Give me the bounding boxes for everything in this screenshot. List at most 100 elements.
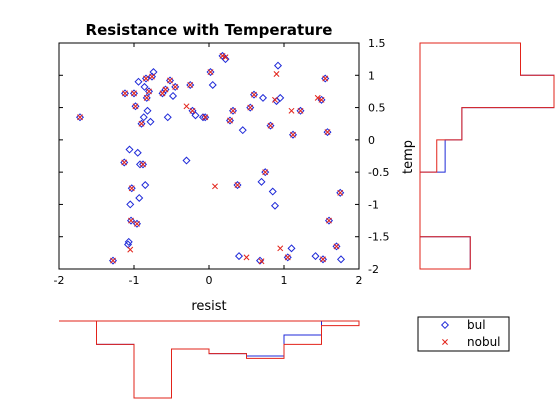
point-nobul [324, 129, 331, 136]
point-bul [133, 148, 142, 157]
point-bul [126, 200, 135, 209]
point-bul [323, 128, 332, 137]
point-bul [120, 89, 130, 98]
point-bul [317, 95, 326, 104]
point-bul [233, 181, 242, 190]
y-tick-label: 1.5 [368, 37, 386, 50]
point-bul [135, 193, 144, 202]
point-bul [129, 89, 139, 98]
point-bul [143, 106, 152, 115]
point-bul [126, 216, 136, 225]
point-bul [168, 91, 178, 100]
point-nobul [172, 83, 179, 90]
legend-diamond [440, 320, 450, 330]
point-bul [273, 61, 283, 70]
point-nobul [121, 159, 128, 166]
x-axis-label: resist [191, 299, 226, 314]
point-bul [249, 90, 259, 99]
point-nobul [318, 96, 325, 103]
point-bul [318, 255, 328, 264]
point-bul [131, 102, 140, 111]
point-bul [188, 106, 197, 115]
point-nobul [243, 254, 250, 261]
point-nobul [227, 117, 233, 124]
point-bul [141, 181, 150, 190]
point-nobul [262, 169, 269, 176]
point-bul [144, 87, 154, 96]
point-bul [124, 237, 133, 246]
point-nobul [258, 258, 265, 265]
point-nobul [284, 254, 291, 261]
point-bul [228, 106, 238, 115]
point-nobul [322, 75, 329, 82]
main-plot-area [58, 42, 360, 270]
legend-box [417, 316, 510, 352]
legend-cross [442, 339, 448, 345]
point-nobul [110, 257, 116, 264]
point-nobul [149, 73, 155, 80]
point-bul [268, 187, 277, 196]
y-axis-label: temp [401, 140, 416, 174]
y-tick-label: -0.5 [368, 166, 389, 179]
point-nobul [122, 90, 128, 97]
point-nobul [131, 90, 137, 97]
point-nobul [134, 220, 140, 227]
point-nobul [267, 122, 274, 129]
point-nobul [219, 52, 226, 59]
y-tick-label: -2 [368, 263, 379, 276]
y-marginal-histogram [419, 42, 555, 270]
point-bul [296, 106, 305, 115]
point-nobul [272, 96, 278, 103]
point-bul [225, 116, 235, 125]
point-bul [75, 113, 85, 122]
point-nobul [183, 103, 190, 110]
point-nobul [189, 107, 196, 114]
point-bul [108, 256, 118, 265]
point-nobul [273, 71, 280, 77]
scatter-points [75, 51, 346, 265]
legend: bul nobul [417, 316, 510, 352]
point-bul [161, 85, 170, 94]
point-nobul [146, 88, 152, 95]
y-tick-label: -1 [368, 198, 379, 211]
point-bul [288, 130, 298, 139]
point-nobul [230, 107, 236, 114]
point-nobul [333, 243, 340, 250]
x-tick-label: -2 [54, 274, 65, 287]
point-nobul [140, 161, 146, 168]
x-tick-label: 0 [206, 274, 213, 287]
x-hist-nobul [59, 320, 360, 399]
point-nobul [132, 103, 139, 110]
point-bul [198, 113, 208, 122]
point-bul [137, 119, 146, 128]
point-bul [283, 253, 292, 262]
chart-title: Resistance with Temperature [86, 21, 333, 39]
point-bul [270, 201, 280, 210]
point-nobul [202, 114, 209, 121]
y-hist-nobul [419, 42, 555, 270]
legend-label-nobul: nobul [467, 335, 501, 349]
y-hist-bul [419, 42, 555, 270]
point-bul [147, 72, 157, 81]
point-bul [125, 145, 134, 154]
point-nobul [159, 90, 166, 97]
point-nobul [314, 94, 321, 101]
point-bul [221, 55, 230, 64]
point-bul [234, 252, 244, 261]
point-bul [336, 188, 345, 197]
x-marginal-histogram [59, 320, 360, 399]
point-bul [238, 126, 247, 135]
y-tick-label: 0.5 [368, 102, 386, 115]
point-nobul [143, 94, 150, 101]
point-nobul [212, 183, 218, 190]
point-nobul [288, 107, 295, 114]
point-bul [186, 80, 195, 89]
point-bul [332, 242, 341, 251]
point-nobul [207, 69, 214, 76]
point-nobul [128, 185, 135, 192]
point-nobul [234, 182, 241, 189]
point-bul [206, 68, 215, 77]
point-bul [287, 244, 296, 253]
point-bul [182, 156, 191, 165]
